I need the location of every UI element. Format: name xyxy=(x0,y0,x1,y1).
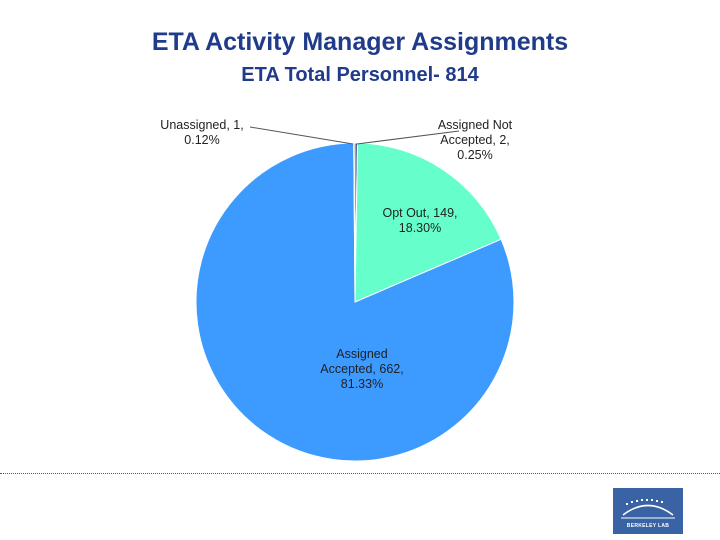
pie-slice-unassigned xyxy=(353,142,356,303)
pie-slice-opt-out xyxy=(354,142,502,303)
chart-subtitle: ETA Total Personnel- 814 xyxy=(241,64,479,86)
data-label-unassigned: Unassigned, 1, 0.12% xyxy=(160,118,243,147)
leader-line-unassigned xyxy=(249,126,354,145)
pie-chart: Assigned Not Accepted, 2, 0.25% Opt Out, 14… xyxy=(160,118,515,462)
logo-text: BERKELEY LAB xyxy=(626,523,670,529)
chart-title: ETA Activity Manager Assignments xyxy=(151,28,569,56)
data-label-opt-out: Opt Out, 149, 18.30% xyxy=(382,206,457,235)
lab-building-icon xyxy=(621,499,675,519)
berkeley-lab-logo: BERKELEY LAB xyxy=(613,488,683,534)
footer-divider xyxy=(0,473,720,474)
leader-line-assigned-not-accepted xyxy=(356,130,460,145)
data-label-assigned-accepted: Assigned Accepted, 662, 81.33% xyxy=(320,347,403,391)
data-label-assigned-not-accepted: Assigned Not Accepted, 2, 0.25% xyxy=(438,118,513,162)
